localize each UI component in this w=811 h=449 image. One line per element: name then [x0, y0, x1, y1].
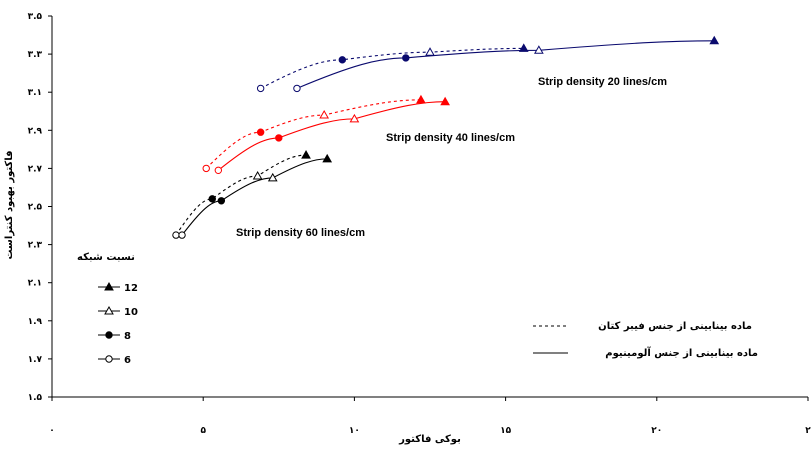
y-tick-label: ۲.۹: [28, 126, 43, 136]
y-tick-label: ۳.۵: [28, 12, 43, 22]
y-tick-label: ۲.۷: [28, 164, 43, 174]
y-tick-label: ۲.۱: [28, 279, 42, 289]
data-point-filled-triangle: [709, 35, 720, 45]
data-point-open-triangle: [349, 113, 360, 123]
series-line: [217, 101, 446, 171]
y-tick-label: ۲.۳: [28, 241, 43, 251]
x-tick-label: ۱۰: [349, 426, 360, 436]
series-layer: [172, 35, 720, 239]
y-axis: ۱.۵ ۱.۷ ۱.۹ ۲.۱ ۲.۳ ۲.۵ ۲.۷ ۲.۹ ۳.۱ ۳.۳ ۳.۵: [28, 12, 53, 403]
legend-label: 6: [124, 355, 131, 366]
legend-label: 10: [124, 307, 138, 318]
series-line: [175, 154, 307, 236]
y-tick-label: ۱.۹: [28, 317, 43, 327]
data-point-open-circle: [256, 84, 265, 93]
y-tick-label: ۱.۵: [28, 393, 43, 403]
legend-marker-open-triangle: [104, 305, 114, 315]
x-axis: ۰ ۵ ۱۰ ۱۵ ۲۰ ۲: [49, 396, 811, 436]
series-60-fiber: [172, 150, 311, 239]
material-legend-aluminum-label: ماده بینابینی از جنس آلومینیوم: [605, 346, 758, 359]
data-point-open-triangle: [319, 110, 330, 119]
data-point-filled-circle: [338, 56, 347, 64]
y-ticks: ۱.۵ ۱.۷ ۱.۹ ۲.۱ ۲.۳ ۲.۵ ۲.۷ ۲.۹ ۳.۱ ۳.۳ ۳.۵: [28, 12, 52, 403]
data-point-filled-circle: [208, 195, 216, 203]
grid-ratio-legend-entries: 12 10 8 6: [98, 281, 138, 366]
y-tick-label: ۲.۵: [28, 203, 43, 213]
data-point-open-circle: [293, 84, 301, 93]
grid-ratio-legend-title: نسبت شبکه: [77, 252, 135, 263]
grid-ratio-legend: نسبت شبکه 12 10 8 6: [77, 252, 138, 366]
data-point-filled-triangle: [440, 96, 450, 106]
series-60-aluminum: [178, 153, 333, 239]
data-point-filled-triangle: [301, 150, 311, 159]
series-line: [205, 99, 421, 169]
series-line: [296, 40, 715, 89]
legend-marker-filled-triangle: [104, 281, 114, 291]
data-point-filled-circle: [217, 197, 226, 205]
series-40-fiber: [202, 94, 426, 173]
series-40-aluminum: [214, 96, 450, 175]
material-legend-fiber-label: ماده بینابینی از جنس فیبر کتان: [598, 321, 752, 332]
series-line: [181, 158, 328, 236]
data-point-open-triangle: [425, 47, 435, 56]
data-point-open-circle: [178, 231, 186, 239]
annotation-strip-20: Strip density 20 lines/cm: [538, 76, 667, 88]
legend-label: 8: [124, 331, 131, 342]
x-tick-label: ۲: [805, 426, 811, 436]
legend-marker-open-circle: [105, 355, 113, 363]
data-point-open-triangle: [534, 45, 544, 54]
data-point-filled-triangle: [322, 153, 333, 163]
y-tick-label: ۱.۷: [28, 355, 43, 365]
data-point-open-circle: [202, 164, 210, 173]
data-point-filled-triangle: [416, 94, 426, 104]
annotation-strip-60: Strip density 60 lines/cm: [236, 227, 365, 239]
data-point-filled-circle: [275, 134, 283, 142]
data-point-filled-circle: [402, 54, 410, 62]
legend-marker-filled-circle: [105, 331, 113, 339]
series-20-fiber: [256, 43, 529, 93]
material-legend: ماده بینابینی از جنس فیبر کتان ماده بینا…: [533, 321, 758, 359]
x-axis-title: بوکی فاکتور: [398, 434, 461, 445]
data-point-open-triangle: [267, 172, 278, 182]
data-point-open-circle: [214, 166, 223, 175]
y-tick-label: ۳.۳: [28, 50, 43, 60]
x-ticks: ۰ ۵ ۱۰ ۱۵ ۲۰ ۲: [49, 397, 811, 436]
x-tick-label: ۱۵: [500, 426, 511, 436]
x-tick-label: ۲۰: [651, 426, 662, 436]
data-point-open-circle: [172, 231, 180, 239]
y-tick-label: ۳.۱: [28, 88, 42, 98]
data-point-open-triangle: [252, 171, 263, 180]
data-point-filled-circle: [256, 128, 265, 136]
legend-label: 12: [124, 283, 138, 294]
x-tick-label: ۰: [49, 426, 55, 436]
y-axis-title: فاکتور بهبود کنتراست: [4, 150, 15, 259]
series-line: [260, 47, 524, 89]
annotation-strip-40: Strip density 40 lines/cm: [386, 132, 515, 144]
data-point-filled-triangle: [518, 43, 529, 52]
x-tick-label: ۵: [200, 426, 206, 436]
series-20-aluminum: [293, 35, 720, 93]
